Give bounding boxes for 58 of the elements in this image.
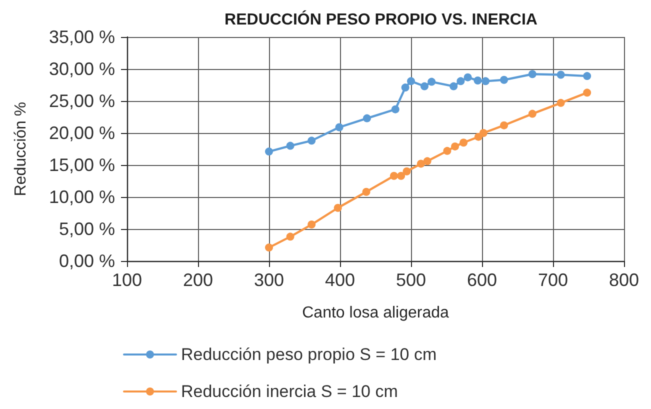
point xyxy=(335,123,344,132)
point xyxy=(402,167,411,176)
point xyxy=(479,129,488,137)
point xyxy=(362,114,371,122)
point xyxy=(583,72,592,80)
point xyxy=(528,110,536,118)
point xyxy=(407,77,415,86)
point xyxy=(456,77,465,86)
x-tick-label: 400 xyxy=(324,270,356,290)
y-tick-label: 25,00 % xyxy=(48,91,115,111)
x-axis-title: Canto losa aligerada xyxy=(302,304,449,322)
point xyxy=(416,160,425,168)
legend-label: Reducción inercia S = 10 cm xyxy=(181,382,398,401)
point xyxy=(528,70,536,78)
point xyxy=(390,172,398,180)
legend-label: Reducción peso propio S = 10 cm xyxy=(181,345,437,364)
y-tick-label: 20,00 % xyxy=(48,123,115,143)
y-tick-label: 15,00 % xyxy=(48,155,115,175)
point xyxy=(420,82,428,90)
point xyxy=(460,138,468,147)
y-tick-label: 10,00 % xyxy=(48,187,115,207)
point xyxy=(464,73,472,82)
point xyxy=(443,146,452,155)
point xyxy=(482,77,490,86)
y-tick-label: 35,00 % xyxy=(48,27,115,47)
point xyxy=(286,232,294,241)
x-tick-label: 500 xyxy=(396,270,426,290)
point xyxy=(286,142,294,150)
point xyxy=(450,82,458,90)
point xyxy=(556,70,565,79)
point xyxy=(391,105,400,114)
point xyxy=(308,136,316,145)
point xyxy=(423,157,432,166)
point xyxy=(362,188,370,196)
chart-title: REDUCCIÓN PESO PROPIO VS. INERCIA xyxy=(224,10,538,28)
point xyxy=(397,172,406,180)
x-tick-label: 300 xyxy=(254,270,284,290)
x-tick-label: 600 xyxy=(466,270,498,290)
point xyxy=(451,142,460,150)
x-tick-label: 200 xyxy=(182,270,214,290)
point xyxy=(334,204,342,212)
point xyxy=(556,98,565,107)
point xyxy=(500,121,508,130)
x-tick-label: 800 xyxy=(608,270,640,290)
point xyxy=(583,88,592,97)
point xyxy=(308,220,316,229)
point xyxy=(474,76,482,85)
y-axis-title: Reducción % xyxy=(12,102,30,196)
x-tick-label: 700 xyxy=(538,270,568,290)
point xyxy=(500,76,508,84)
point xyxy=(428,78,436,86)
y-tick-label: 30,00 % xyxy=(48,59,115,79)
y-tick-label: 5,00 % xyxy=(58,219,115,239)
x-tick-label: 100 xyxy=(112,270,142,290)
point xyxy=(265,244,273,252)
point xyxy=(401,84,410,92)
y-tick-label: 0,00 % xyxy=(58,251,115,271)
point xyxy=(265,148,273,156)
